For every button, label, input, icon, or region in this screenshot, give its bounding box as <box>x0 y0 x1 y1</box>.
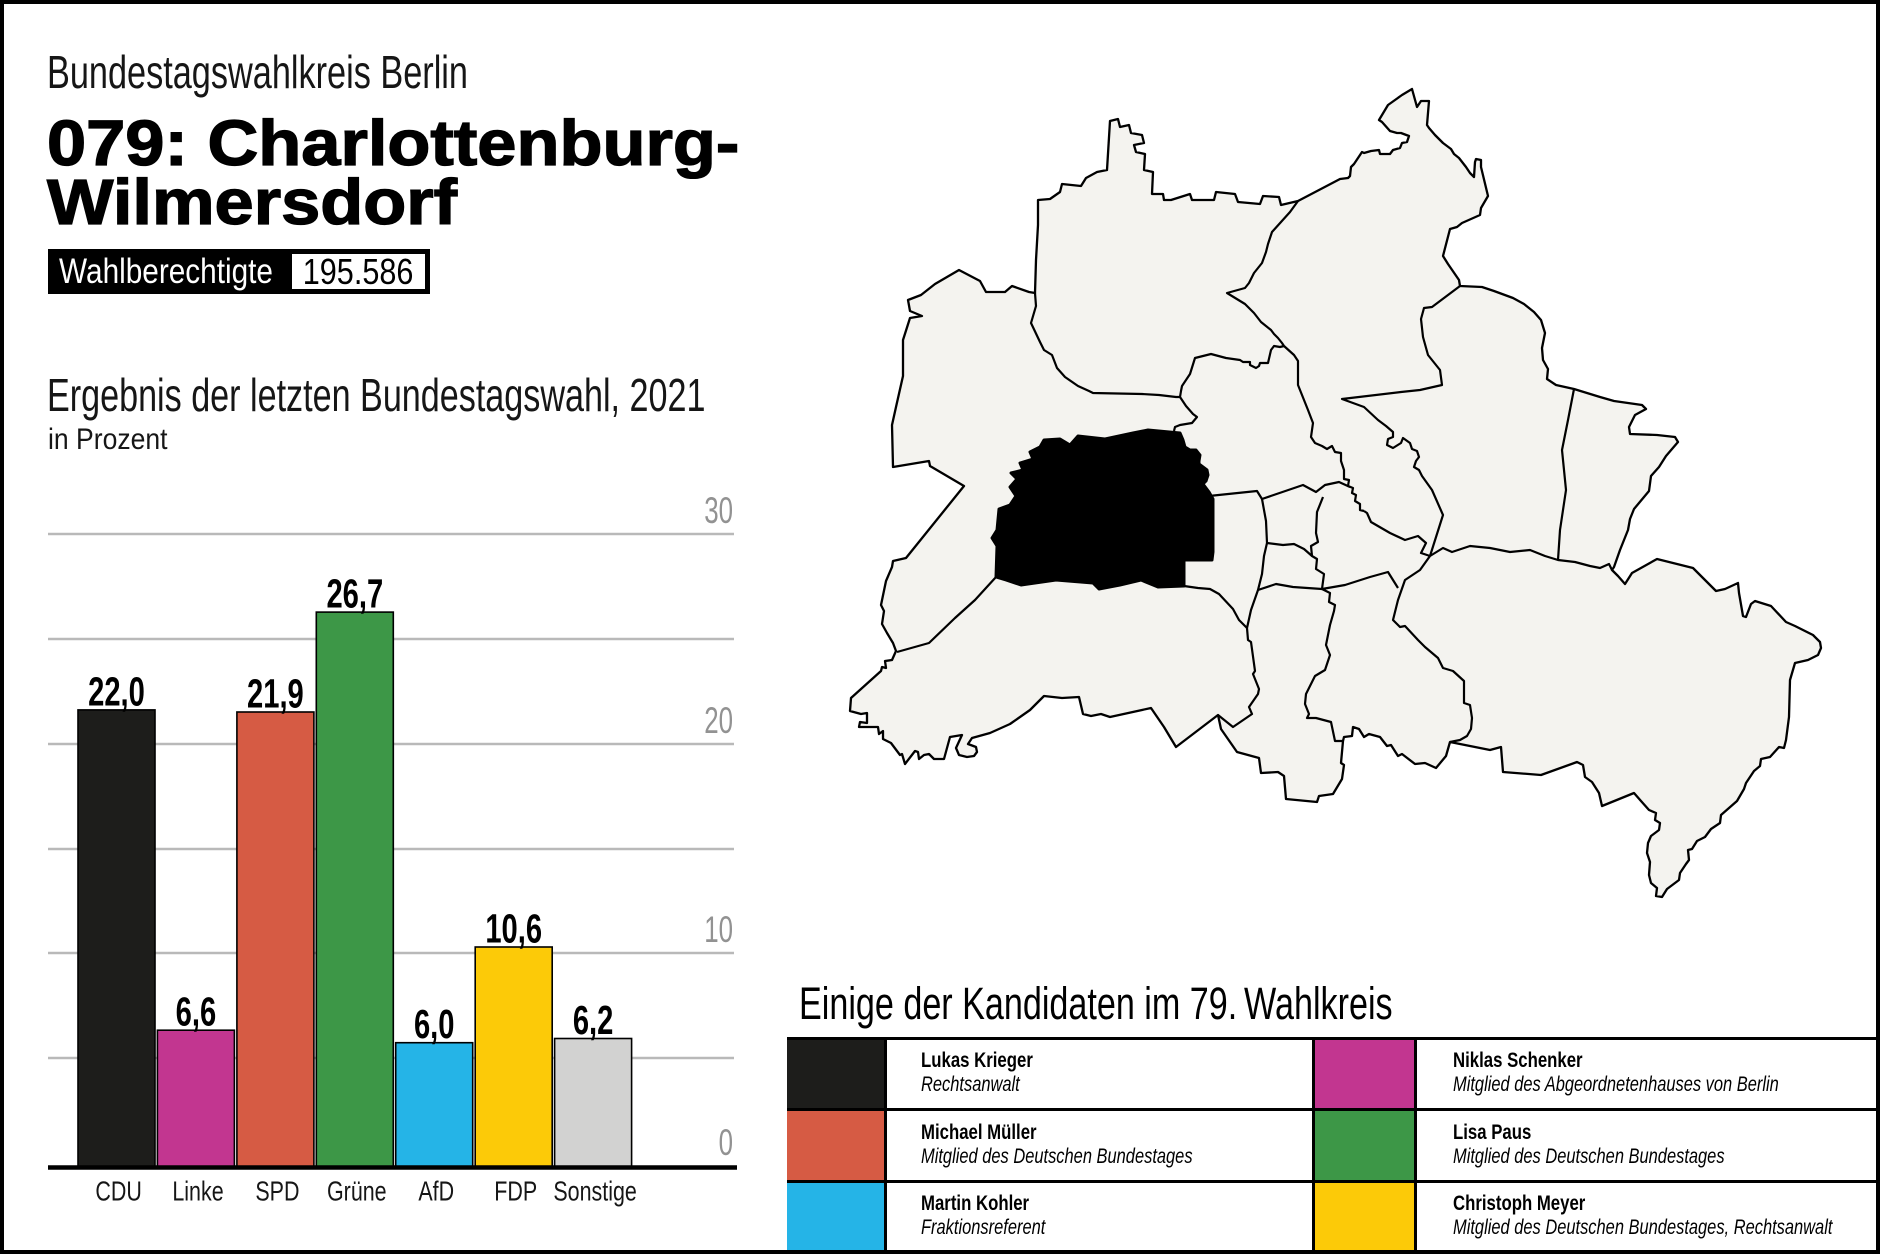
svg-text:6,0: 6,0 <box>414 1003 455 1048</box>
svg-text:20: 20 <box>704 699 733 741</box>
svg-text:0: 0 <box>719 1121 733 1163</box>
svg-text:Sonstige: Sonstige <box>553 1177 636 1207</box>
svg-text:AfD: AfD <box>418 1177 454 1207</box>
svg-text:6,2: 6,2 <box>573 998 614 1043</box>
svg-text:Linke: Linke <box>172 1177 223 1207</box>
svg-text:26,7: 26,7 <box>326 572 383 617</box>
svg-text:CDU: CDU <box>95 1177 141 1207</box>
svg-text:22,0: 22,0 <box>88 670 145 715</box>
svg-text:Grüne: Grüne <box>327 1177 387 1207</box>
svg-text:FDP: FDP <box>494 1177 537 1207</box>
svg-text:6,6: 6,6 <box>176 990 217 1035</box>
svg-text:10,6: 10,6 <box>485 907 542 952</box>
svg-text:10: 10 <box>704 908 733 950</box>
svg-text:SPD: SPD <box>255 1177 299 1207</box>
svg-text:30: 30 <box>704 489 733 531</box>
svg-text:21,9: 21,9 <box>247 672 304 717</box>
